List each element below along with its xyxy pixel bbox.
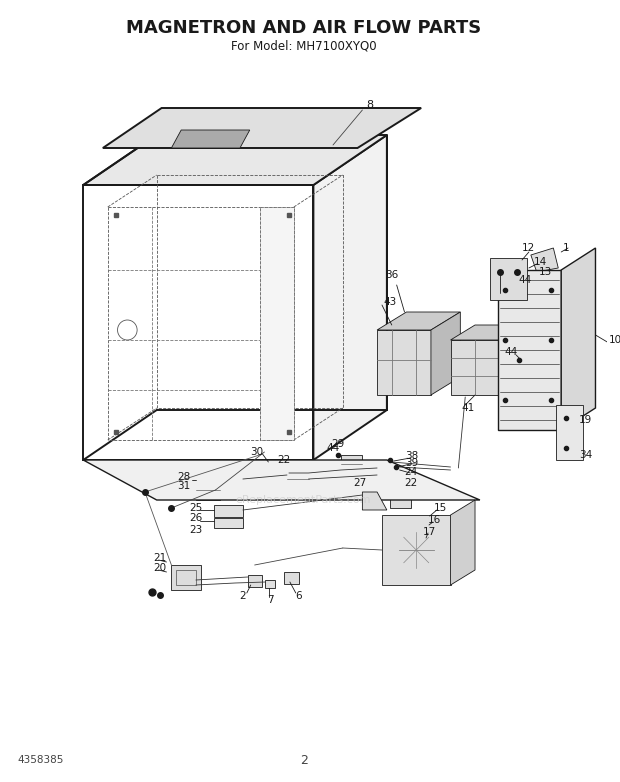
Text: 23: 23 [189,525,203,535]
Polygon shape [431,312,460,395]
Text: 43: 43 [383,297,396,307]
Text: 19: 19 [579,415,592,425]
Text: 10: 10 [608,335,620,345]
Polygon shape [451,325,524,340]
Polygon shape [83,135,387,185]
Text: 30: 30 [250,447,263,457]
Text: 44: 44 [518,275,531,285]
Text: 24: 24 [405,467,418,477]
Polygon shape [556,405,583,460]
Polygon shape [561,248,595,430]
Bar [196,480,220,500]
Polygon shape [497,270,561,430]
Text: 4358385: 4358385 [17,755,64,765]
Bar [341,455,362,473]
Text: 12: 12 [522,243,536,253]
Text: 31: 31 [177,481,191,491]
Polygon shape [451,340,500,395]
Bar [265,330,286,350]
Text: 28: 28 [177,472,191,482]
Text: For Model: MH7100XYQ0: For Model: MH7100XYQ0 [231,40,376,52]
Text: MAGNETRON AND AIR FLOW PARTS: MAGNETRON AND AIR FLOW PARTS [126,19,481,37]
Bar [390,490,411,508]
Text: 22: 22 [277,455,291,465]
Text: 36: 36 [385,270,399,280]
Text: 34: 34 [579,450,592,460]
Text: 22: 22 [405,478,418,488]
Text: 15: 15 [434,503,448,513]
Polygon shape [362,492,387,510]
Text: 7: 7 [267,595,273,605]
Text: 2: 2 [299,754,308,766]
Polygon shape [171,130,250,148]
Polygon shape [377,312,460,330]
Text: 41: 41 [461,403,475,413]
Bar [267,462,286,478]
Polygon shape [451,500,475,585]
Polygon shape [377,330,431,395]
Bar [265,580,275,588]
Text: eReplacementParts.com: eReplacementParts.com [236,495,371,505]
Bar [176,570,196,585]
Polygon shape [260,207,294,440]
Text: 8: 8 [366,100,374,110]
Bar [213,505,243,517]
Bar [248,575,262,587]
Text: 6: 6 [295,591,302,601]
Polygon shape [314,135,387,460]
Text: 26: 26 [189,513,203,523]
Text: 39: 39 [405,458,418,468]
Text: 2: 2 [239,591,246,601]
Text: 38: 38 [405,451,418,461]
Text: 13: 13 [539,267,552,277]
Bar [287,470,309,488]
Polygon shape [103,108,421,148]
Text: 27: 27 [353,478,366,488]
Polygon shape [500,325,524,395]
Text: 25: 25 [189,503,203,513]
Bar [284,572,299,584]
Text: 44: 44 [326,443,340,453]
Text: 29: 29 [331,439,345,449]
Bar [171,565,201,590]
Text: 17: 17 [422,527,436,537]
Circle shape [395,528,438,572]
Text: 20: 20 [153,563,166,573]
Polygon shape [83,460,480,500]
Polygon shape [531,248,558,272]
Text: 1: 1 [563,243,569,253]
Polygon shape [382,515,451,585]
Text: 14: 14 [534,257,547,267]
Bar [213,518,243,528]
Text: 16: 16 [428,515,441,525]
Text: 21: 21 [153,553,166,563]
Polygon shape [490,258,527,300]
Text: 44: 44 [505,347,518,357]
Bar [265,270,286,300]
